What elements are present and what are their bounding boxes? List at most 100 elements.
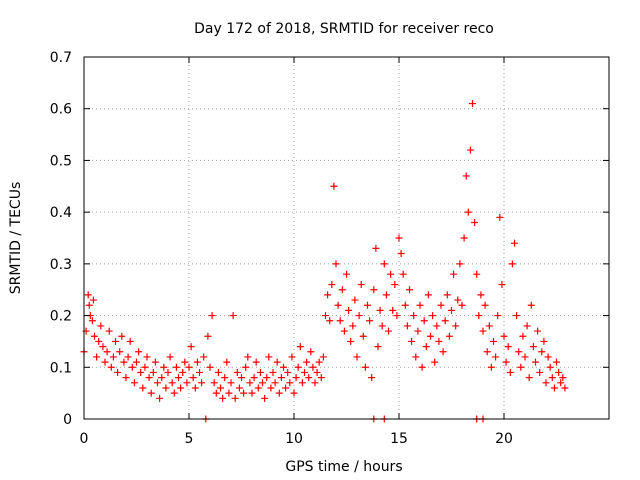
data-point xyxy=(84,291,92,299)
data-point xyxy=(420,317,428,325)
data-point xyxy=(393,312,401,320)
data-point xyxy=(481,301,489,309)
data-point xyxy=(546,363,554,371)
x-ticks: 0 5 10 15 20 xyxy=(80,57,513,447)
data-point xyxy=(450,270,458,278)
data-point xyxy=(225,389,233,397)
data-point xyxy=(294,363,302,371)
data-point xyxy=(406,286,413,294)
data-point xyxy=(378,322,386,330)
data-point xyxy=(168,379,176,387)
data-point xyxy=(504,343,512,351)
data-point xyxy=(364,301,371,309)
data-point xyxy=(85,301,93,309)
data-point xyxy=(380,260,388,268)
data-point xyxy=(351,296,359,304)
data-point xyxy=(265,353,273,361)
data-point xyxy=(107,363,115,371)
data-point xyxy=(368,374,376,382)
plot-frame xyxy=(83,56,610,420)
data-point xyxy=(231,394,239,402)
data-point xyxy=(151,358,159,366)
data-point xyxy=(435,337,443,345)
data-point xyxy=(431,358,439,366)
data-point xyxy=(403,322,411,330)
data-point xyxy=(508,260,516,268)
data-point xyxy=(527,301,535,309)
data-point xyxy=(336,317,344,325)
data-point xyxy=(149,368,157,376)
data-point xyxy=(511,239,518,247)
data-point xyxy=(124,353,132,361)
data-point xyxy=(235,384,243,392)
data-point xyxy=(441,317,449,325)
data-point xyxy=(324,291,332,299)
data-point xyxy=(502,358,510,366)
data-point xyxy=(154,379,161,387)
data-point xyxy=(200,353,208,361)
data-point xyxy=(494,312,502,320)
data-point xyxy=(233,368,241,376)
data-point xyxy=(515,348,523,356)
data-point xyxy=(210,379,218,387)
data-point xyxy=(416,301,424,309)
data-point xyxy=(242,363,250,371)
data-point xyxy=(189,374,197,382)
data-point xyxy=(130,379,138,387)
data-point xyxy=(101,358,109,366)
data-point xyxy=(133,358,140,366)
data-point xyxy=(355,312,363,320)
data-point xyxy=(303,358,311,366)
y-ticks: 0 0.1 0.2 0.3 0.4 0.5 0.6 0.7 xyxy=(50,50,609,428)
data-point xyxy=(128,363,136,371)
data-point xyxy=(492,353,500,361)
data-point xyxy=(259,379,266,387)
data-point xyxy=(334,301,342,309)
data-point xyxy=(445,332,453,340)
y-tick-label: 0.6 xyxy=(50,102,72,118)
data-point xyxy=(145,374,153,382)
data-point xyxy=(93,353,101,361)
data-point xyxy=(357,281,365,289)
data-point xyxy=(135,348,143,356)
data-point xyxy=(525,374,533,382)
data-point xyxy=(361,363,369,371)
data-point xyxy=(261,394,269,402)
data-point xyxy=(485,322,493,330)
data-point xyxy=(452,322,460,330)
data-point xyxy=(238,374,245,382)
data-point xyxy=(317,374,325,382)
data-point xyxy=(196,368,203,376)
data-point xyxy=(523,322,531,330)
y-tick-label: 0.7 xyxy=(50,50,72,66)
data-point xyxy=(263,374,271,382)
data-point xyxy=(458,301,466,309)
data-point xyxy=(248,389,256,397)
data-point xyxy=(557,379,565,387)
data-point xyxy=(517,363,525,371)
data-point xyxy=(429,312,437,320)
data-point xyxy=(212,389,220,397)
data-point xyxy=(170,389,178,397)
data-point xyxy=(376,306,384,314)
data-point xyxy=(305,374,313,382)
data-point xyxy=(433,322,441,330)
data-point xyxy=(95,337,103,345)
x-tick-label: 5 xyxy=(185,431,194,447)
data-point xyxy=(424,291,432,299)
data-point xyxy=(410,312,418,320)
data-point xyxy=(338,286,346,294)
data-point xyxy=(143,353,151,361)
y-tick-label: 0.4 xyxy=(50,205,72,221)
data-point xyxy=(555,368,563,376)
data-point xyxy=(443,291,451,299)
data-point xyxy=(160,363,168,371)
data-point xyxy=(116,348,124,356)
y-tick-label: 0.5 xyxy=(50,153,72,169)
data-point xyxy=(374,343,382,351)
data-point xyxy=(223,358,231,366)
data-point xyxy=(462,172,470,180)
data-point xyxy=(254,384,262,392)
data-point xyxy=(460,234,468,242)
